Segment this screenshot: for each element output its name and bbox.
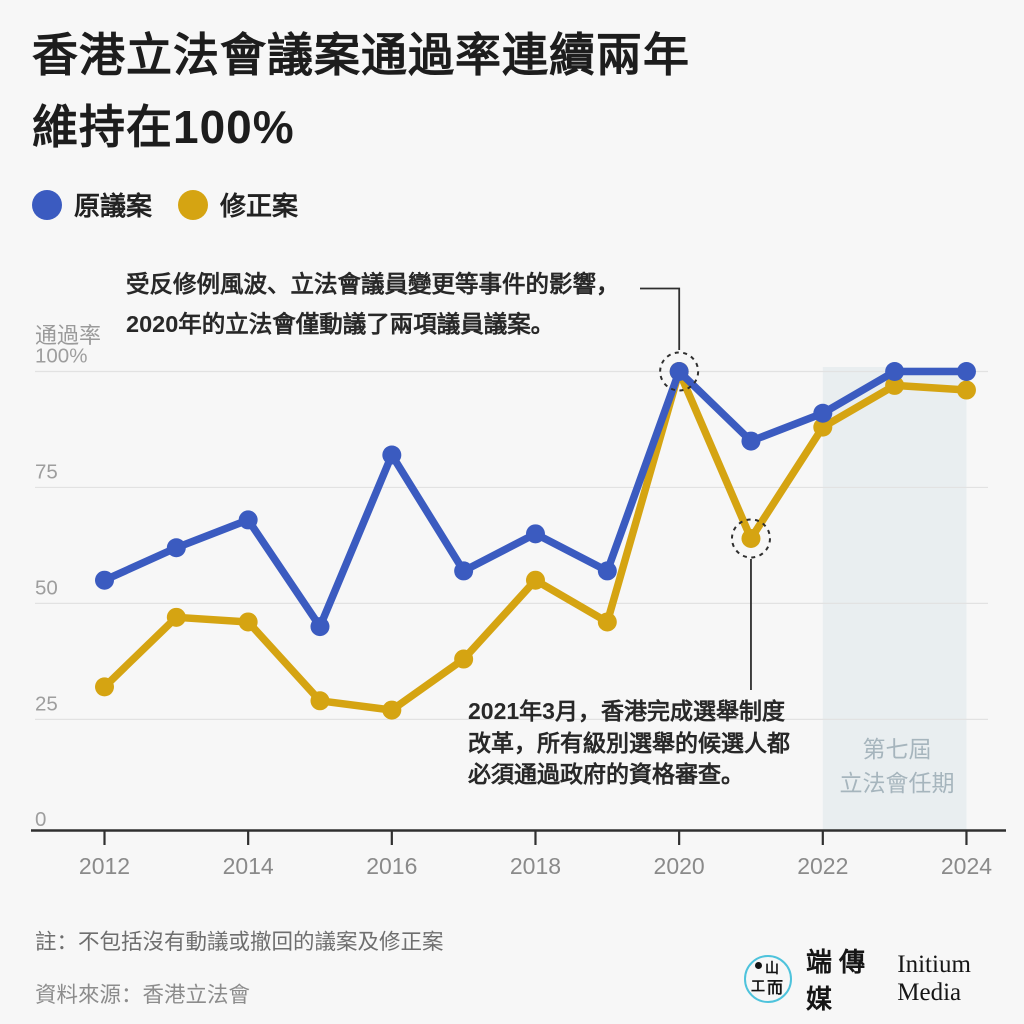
data-source: 資料來源：香港立法會 bbox=[35, 983, 251, 1007]
data-point-原議案-2013 bbox=[166, 538, 186, 558]
data-point-原議案-2019 bbox=[597, 561, 617, 581]
seventh-term-band bbox=[822, 367, 967, 831]
x-tick-label-2016: 2016 bbox=[366, 853, 417, 879]
data-point-原議案-2015 bbox=[310, 617, 330, 637]
data-point-原議案-2014 bbox=[238, 510, 258, 530]
y-axis-title: 通過率 bbox=[35, 323, 102, 348]
data-point-修正案-2012 bbox=[95, 677, 114, 697]
data-point-修正案-2017 bbox=[454, 649, 474, 669]
annotation-2021-reform: 2021年3月，香港完成選舉制度 改革，所有級別選舉的候選人都 必須通過政府的資… bbox=[468, 696, 790, 791]
footnote: 註：不包括沒有動議或撤回的議案及修正案 bbox=[35, 930, 444, 954]
publisher-brand: 山 工 而 端傳媒 Initium Media bbox=[744, 942, 1024, 1016]
y-tick-label-100: 100% bbox=[35, 345, 87, 368]
data-point-修正案-2021 bbox=[741, 528, 761, 548]
legend-item-original-bills: 原議案 bbox=[32, 186, 152, 223]
data-point-原議案-2023 bbox=[885, 362, 905, 381]
annotation-2020-motions: 受反修例風波、立法會議員變更等事件的影響， 2020年的立法會僅動議了兩項議員議… bbox=[126, 264, 620, 344]
annotation-2021-line-3: 必須通過政府的資格審查。 bbox=[468, 761, 744, 787]
legend: 原議案 修正案 bbox=[32, 186, 298, 223]
data-point-修正案-2014 bbox=[238, 612, 258, 632]
data-point-原議案-2024 bbox=[956, 362, 976, 381]
data-point-原議案-2012 bbox=[95, 570, 114, 590]
page-title: 香港立法會議案通過率連續兩年 維持在100% bbox=[32, 19, 690, 163]
data-point-原議案-2020 bbox=[669, 362, 689, 381]
y-tick-label-75: 75 bbox=[35, 460, 58, 483]
annotation-2020-line-2: 2020年的立法會僅動議了兩項議員議案。 bbox=[126, 311, 555, 337]
brand-name-cjk: 端傳媒 bbox=[806, 948, 873, 1014]
x-tick-label-2018: 2018 bbox=[510, 853, 561, 879]
legend-label-amendments: 修正案 bbox=[220, 191, 299, 221]
y-tick-label-50: 50 bbox=[35, 576, 58, 599]
logo-glyph-right: 而 bbox=[767, 980, 784, 997]
data-point-原議案-2022 bbox=[813, 403, 833, 423]
band-label-line-2: 立法會任期 bbox=[839, 770, 955, 796]
logo-glyph-top: 山 bbox=[765, 960, 779, 976]
x-tick-label-2020: 2020 bbox=[654, 853, 705, 879]
data-point-修正案-2015 bbox=[310, 691, 330, 711]
legend-label-original-bills: 原議案 bbox=[74, 191, 153, 221]
y-tick-label-0: 0 bbox=[35, 808, 46, 831]
data-point-修正案-2013 bbox=[166, 607, 186, 627]
annotation-2021-line-1: 2021年3月，香港完成選舉制度 bbox=[468, 698, 785, 724]
logo-glyph-left: 工 bbox=[751, 978, 765, 994]
x-tick-label-2012: 2012 bbox=[79, 853, 130, 879]
band-label-line-1: 第七屆 bbox=[862, 736, 932, 762]
data-point-修正案-2018 bbox=[525, 570, 545, 590]
y-tick-label-25: 25 bbox=[35, 692, 58, 715]
highlight-circle-2021 bbox=[730, 518, 771, 559]
x-tick-label-2022: 2022 bbox=[797, 853, 848, 879]
x-tick-label-2024: 2024 bbox=[941, 853, 992, 879]
data-point-修正案-2024 bbox=[956, 380, 976, 400]
x-tick-label-2014: 2014 bbox=[223, 853, 274, 879]
title-line-2: 維持在100% bbox=[32, 101, 295, 153]
brand-name-latin: Initium Media bbox=[897, 951, 971, 1006]
data-point-原議案-2021 bbox=[741, 431, 761, 451]
logo-dot bbox=[755, 962, 762, 969]
legend-item-amendments: 修正案 bbox=[178, 186, 298, 223]
data-point-修正案-2016 bbox=[382, 700, 402, 720]
annotation-2020-line-1: 受反修例風波、立法會議員變更等事件的影響， bbox=[126, 271, 620, 297]
annotation-2021-line-2: 改革，所有級別選舉的候選人都 bbox=[468, 729, 790, 756]
data-point-原議案-2018 bbox=[525, 524, 545, 544]
initium-logo-icon: 山 工 而 bbox=[744, 955, 792, 1003]
data-point-原議案-2016 bbox=[382, 445, 402, 465]
amendments-dot-icon bbox=[178, 189, 209, 220]
data-point-修正案-2022 bbox=[813, 417, 833, 437]
original-bills-dot-icon bbox=[32, 189, 62, 220]
data-point-原議案-2017 bbox=[454, 561, 474, 581]
data-point-修正案-2023 bbox=[885, 375, 905, 395]
title-line-1: 香港立法會議案通過率連續兩年 bbox=[32, 29, 690, 81]
data-point-修正案-2019 bbox=[597, 612, 617, 632]
highlight-circle-2020 bbox=[659, 351, 700, 392]
seventh-term-band-label: 第七屆 立法會任期 bbox=[815, 732, 979, 800]
annotation-connector-2020 bbox=[640, 287, 681, 350]
